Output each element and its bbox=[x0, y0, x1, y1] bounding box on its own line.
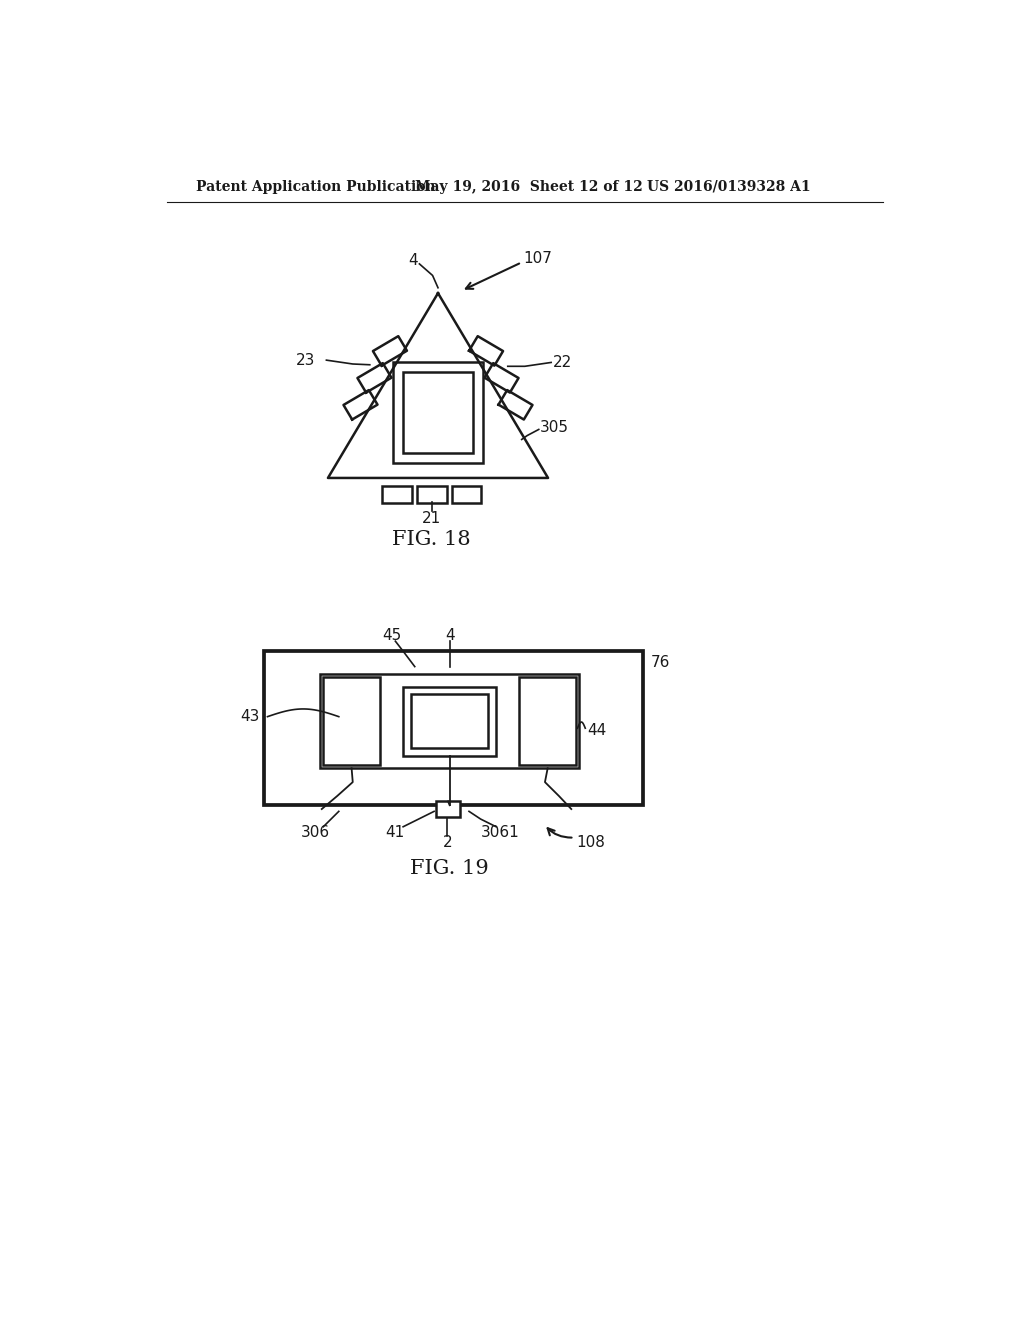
Text: Patent Application Publication: Patent Application Publication bbox=[197, 180, 436, 194]
Text: 22: 22 bbox=[553, 355, 572, 370]
Text: 108: 108 bbox=[575, 834, 605, 850]
Bar bbox=[417, 486, 446, 503]
Bar bbox=[452, 486, 481, 503]
Text: 4: 4 bbox=[444, 628, 455, 643]
Bar bbox=[324, 677, 380, 766]
Bar bbox=[382, 486, 412, 503]
Text: 4: 4 bbox=[409, 252, 418, 268]
Text: US 2016/0139328 A1: US 2016/0139328 A1 bbox=[647, 180, 811, 194]
Text: 3061: 3061 bbox=[480, 825, 519, 840]
Text: 306: 306 bbox=[301, 825, 330, 840]
Bar bbox=[411, 694, 488, 748]
Text: 44: 44 bbox=[587, 723, 606, 738]
Text: 107: 107 bbox=[523, 251, 552, 267]
Bar bbox=[321, 675, 579, 768]
Bar bbox=[403, 686, 496, 756]
Text: FIG. 18: FIG. 18 bbox=[392, 531, 471, 549]
Bar bbox=[435, 801, 461, 817]
Text: 41: 41 bbox=[386, 825, 406, 840]
Bar bbox=[393, 363, 482, 462]
Text: 23: 23 bbox=[296, 352, 315, 368]
Text: 45: 45 bbox=[382, 628, 401, 643]
Text: 43: 43 bbox=[241, 709, 260, 725]
Bar bbox=[402, 372, 473, 453]
Text: 2: 2 bbox=[442, 834, 453, 850]
Text: FIG. 19: FIG. 19 bbox=[411, 859, 489, 878]
Bar bbox=[263, 651, 643, 805]
Text: May 19, 2016  Sheet 12 of 12: May 19, 2016 Sheet 12 of 12 bbox=[415, 180, 642, 194]
Text: 305: 305 bbox=[541, 420, 569, 436]
Text: 21: 21 bbox=[422, 511, 441, 527]
Text: 76: 76 bbox=[650, 655, 670, 671]
Bar bbox=[519, 677, 575, 766]
